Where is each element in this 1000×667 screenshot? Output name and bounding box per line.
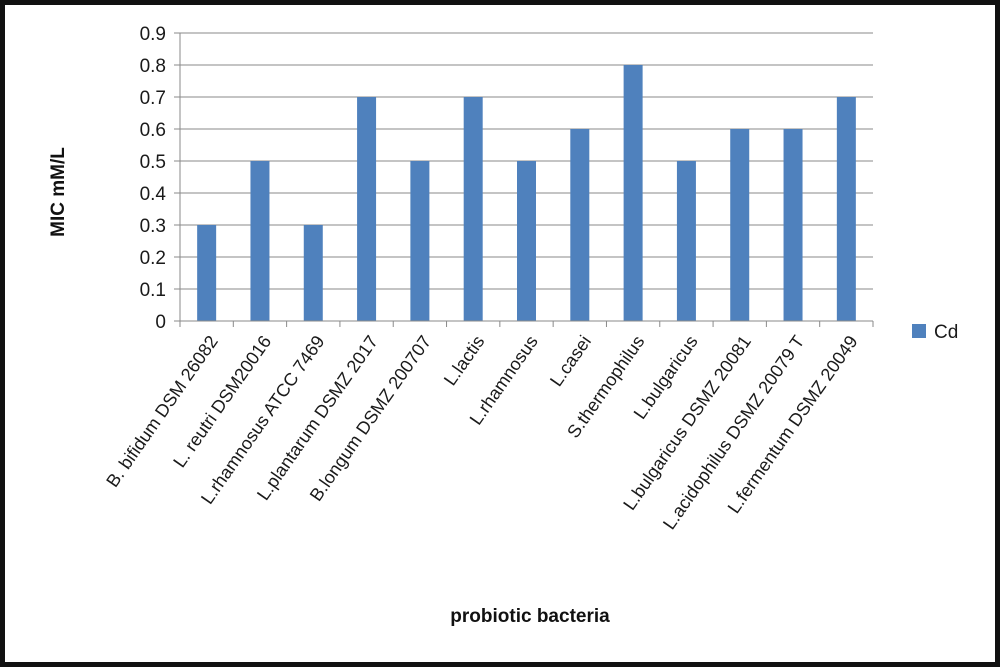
bar [570, 129, 590, 321]
axes [179, 33, 874, 327]
y-tick-label: 0.5 [140, 152, 166, 173]
x-tick-label: L.lactis [440, 332, 489, 389]
bar [676, 161, 696, 321]
bar [783, 129, 803, 321]
y-tick-label: 0.1 [140, 280, 166, 301]
y-tick-label: 0.9 [140, 24, 166, 45]
bar [730, 129, 750, 321]
bars [197, 65, 856, 321]
y-tick-label: 0.6 [140, 120, 166, 141]
bar [197, 225, 217, 321]
x-axis-title: probiotic bacteria [450, 606, 610, 627]
y-tick-label: 0.3 [140, 216, 166, 237]
y-tick-label: 0.4 [140, 184, 167, 205]
x-tick-label: L.casei [546, 332, 595, 390]
bar [623, 65, 643, 321]
y-tick-labels: 0 0.1 0.2 0.3 0.4 0.5 0.6 0.7 0.8 0.9 [140, 24, 167, 333]
y-tick-label: 0.7 [140, 88, 166, 109]
bar [250, 161, 270, 321]
bar [463, 97, 483, 321]
legend-swatch [912, 324, 926, 338]
y-tick-label: 0 [155, 312, 166, 333]
bar [357, 97, 377, 321]
y-tick-label: 0.8 [140, 56, 166, 77]
legend-label: Cd [934, 322, 958, 343]
y-axis-title: MIC mM/L [48, 147, 69, 237]
bar [303, 225, 323, 321]
bar [410, 161, 430, 321]
legend: Cd [912, 322, 958, 343]
y-tick-label: 0.2 [140, 248, 166, 269]
x-tick-label: L. reutri DSM20016 [169, 332, 275, 471]
bar [836, 97, 856, 321]
bar [517, 161, 536, 321]
